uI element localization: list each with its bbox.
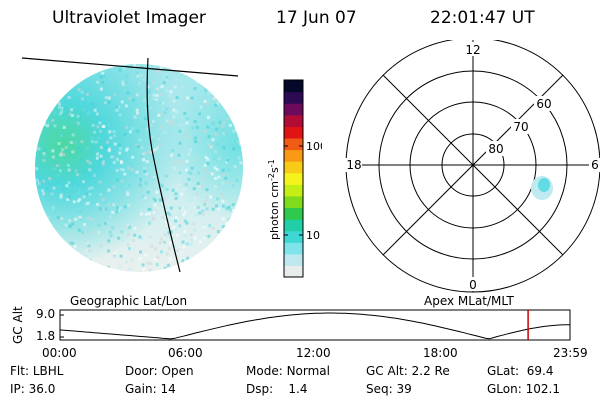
colorbar-tick-label-100: 100 [306,140,322,153]
timeline-frame [59,309,571,341]
lat-label-70: 70 [513,120,528,134]
lat-label-60: 60 [536,97,551,111]
colorbar-cell [284,103,303,116]
param-filter: Flt: LBHL [10,364,64,378]
y-tick-label-1-8: 1.8 [36,329,55,343]
colorbar-cell [284,230,303,243]
colorbar-cell [284,161,303,174]
param-glon: GLon: 102.1 [487,382,560,396]
colorbar-cell [284,253,303,267]
mlt-label-18: 18 [346,158,361,172]
colorbar-cell [284,207,303,220]
param-door: Door: Open [125,364,194,378]
param-gain: Gain: 14 [125,382,176,396]
param-glat: GLat: 69.4 [487,364,554,378]
colorbar-cell [284,195,303,209]
param-seq: Seq: 39 [366,382,412,396]
param-gc-alt: GC Alt: 2.2 Re [366,364,450,378]
latitude-line [21,57,239,77]
geographic-image [21,57,243,273]
x-tick-0600: 06:00 [168,346,203,360]
x-tick-1800: 18:00 [423,346,458,360]
colorbar-cell [284,91,303,104]
polar-plot: 12 18 6 0 60 70 80 [344,40,600,293]
colorbar-cell [284,219,303,232]
instrument-title: Ultraviolet Imager [52,8,206,28]
altitude-curve [59,312,571,340]
colorbar-cell [284,265,303,278]
param-mode: Mode: Normal [246,364,330,378]
lat-label-80: 80 [488,142,503,156]
mlt-label-0: 0 [469,278,477,292]
mlt-label-6: 6 [591,158,599,172]
date-label: 17 Jun 07 [276,8,357,28]
colorbar-frame [283,79,304,278]
mlt-label-12: 12 [465,43,480,57]
colorbar-cell [284,114,303,127]
left-panel-label: Geographic Lat/Lon [70,294,188,308]
longitude-line [146,57,181,273]
colorbar-cell [284,80,303,93]
colorbar-cell [284,137,303,151]
colorbar-cell [284,242,303,255]
param-dsp: Dsp: 1.4 [246,382,308,396]
time-label: 22:01:47 UT [430,8,535,28]
colorbar-cell [284,172,303,185]
x-tick-0000: 00:00 [42,346,77,360]
colorbar-gradient [284,80,303,278]
colorbar-tick-label-10: 10 [306,229,320,242]
y-tick-label-9: 9.0 [36,307,55,321]
polar-diagonal-b [382,74,564,256]
param-ip: IP: 36.0 [10,382,56,396]
colorbar: 100 10 photon cm-2s-1 [267,79,322,278]
timeline-axis-label: GC Alt [11,306,25,344]
right-panel-label: Apex MLat/MLT [424,294,514,308]
x-tick-1200: 12:00 [296,346,331,360]
colorbar-cell [284,184,303,197]
uv-disc [35,64,243,272]
colorbar-cell [284,149,303,162]
colorbar-cell [284,126,303,139]
x-tick-2359: 23:59 [553,346,588,360]
polar-aurora-patch [531,176,553,200]
colorbar-unit-label: photon cm-2s-1 [267,159,281,240]
orbit-altitude-plot: 9.0 1.8 GC Alt [11,306,571,344]
